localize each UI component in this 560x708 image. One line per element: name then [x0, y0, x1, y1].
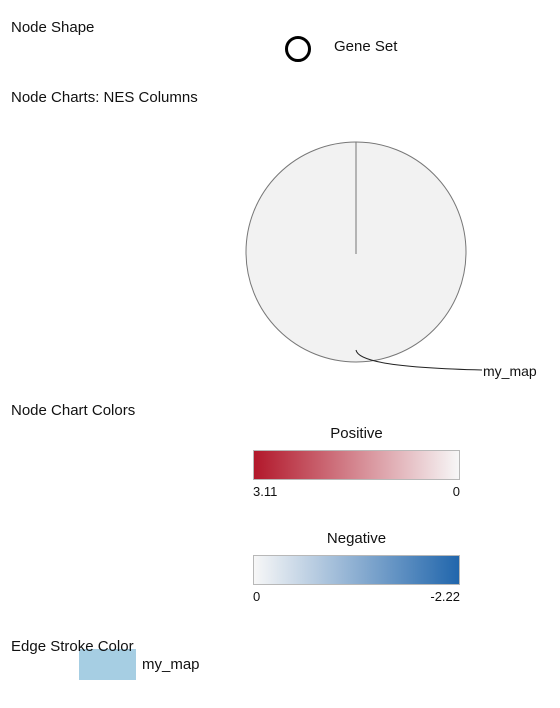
node-chart-colors-title: Node Chart Colors: [11, 402, 136, 419]
positive-min-label: 3.11: [253, 484, 278, 499]
negative-gradient: [253, 555, 460, 585]
circle-outline-icon: [285, 36, 311, 62]
negative-max-label: -2.22: [430, 589, 460, 604]
node-shape-title: Node Shape: [11, 19, 95, 36]
pie-label-leader: [355, 349, 483, 371]
negative-min-label: 0: [253, 589, 261, 604]
pie-chart: [245, 141, 483, 371]
gene-set-label: Gene Set: [334, 38, 398, 55]
pie-label: my_map: [483, 363, 537, 379]
node-charts-title: Node Charts: NES Columns: [11, 89, 198, 106]
positive-title: Positive: [330, 425, 383, 442]
negative-title: Negative: [326, 530, 387, 547]
edge-stroke-label: my_map: [142, 656, 200, 673]
positive-gradient: [253, 450, 460, 480]
positive-max-label: 0: [452, 484, 460, 499]
edge-color-swatch: [79, 649, 136, 680]
edge-stroke-title: Edge Stroke Color: [11, 638, 134, 655]
